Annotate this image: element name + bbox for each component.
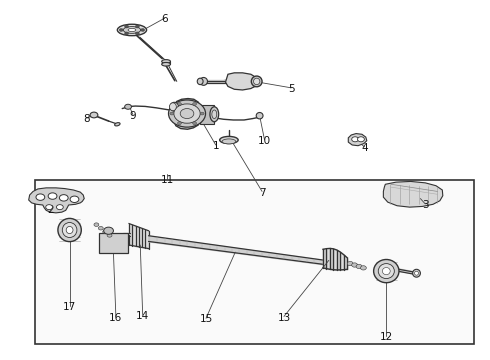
Circle shape [200,112,204,115]
Ellipse shape [220,136,238,144]
Circle shape [103,230,108,234]
Bar [99,233,128,253]
Polygon shape [225,73,259,90]
Ellipse shape [222,139,236,144]
Ellipse shape [66,226,73,234]
Circle shape [180,109,194,118]
Circle shape [107,234,112,237]
Text: 10: 10 [258,136,271,146]
Bar [200,105,214,123]
Ellipse shape [374,260,399,283]
Ellipse shape [200,77,207,85]
Text: 1: 1 [213,141,219,151]
Circle shape [193,103,196,105]
Text: 8: 8 [83,114,90,124]
Ellipse shape [251,76,262,87]
Circle shape [94,223,99,226]
Circle shape [135,32,139,35]
Ellipse shape [382,267,390,275]
Ellipse shape [415,271,418,275]
Ellipse shape [210,107,219,122]
Ellipse shape [256,112,263,119]
Circle shape [124,25,128,28]
Text: 2: 2 [47,205,53,215]
Circle shape [174,104,200,123]
Bar [35,180,474,344]
Ellipse shape [117,24,147,36]
Circle shape [59,195,68,201]
Circle shape [352,137,359,142]
Text: 11: 11 [160,175,173,185]
Text: 17: 17 [63,302,76,312]
Circle shape [36,194,45,201]
Text: 12: 12 [380,332,393,342]
Circle shape [46,204,52,210]
Ellipse shape [253,78,260,85]
Circle shape [56,204,63,210]
Ellipse shape [378,264,394,279]
Circle shape [356,264,362,269]
Circle shape [48,193,57,199]
Ellipse shape [62,222,77,238]
Text: 7: 7 [259,188,266,198]
Polygon shape [29,188,84,213]
Ellipse shape [58,219,81,242]
Circle shape [90,112,98,118]
Polygon shape [348,134,367,146]
Circle shape [124,32,128,35]
Text: 3: 3 [422,200,429,210]
Circle shape [177,103,181,105]
Circle shape [177,122,181,125]
Text: 4: 4 [361,143,368,153]
Ellipse shape [123,27,141,33]
Ellipse shape [162,60,171,63]
Text: 9: 9 [130,111,136,121]
Ellipse shape [212,110,217,118]
Circle shape [104,227,114,234]
Text: 6: 6 [161,14,168,24]
Ellipse shape [115,123,120,126]
Text: 16: 16 [109,312,122,323]
Ellipse shape [413,269,420,277]
Polygon shape [383,181,443,207]
Circle shape [352,263,358,267]
Circle shape [141,28,145,31]
Text: 5: 5 [288,84,294,94]
Text: 15: 15 [199,314,213,324]
Circle shape [361,266,367,270]
Ellipse shape [170,103,176,111]
Circle shape [135,25,139,28]
Ellipse shape [128,28,136,32]
Ellipse shape [170,102,179,111]
Polygon shape [174,99,200,129]
Circle shape [169,100,205,127]
Ellipse shape [162,63,171,66]
Circle shape [358,137,365,142]
Circle shape [98,226,103,230]
Circle shape [70,196,79,203]
Text: 13: 13 [277,312,291,323]
Circle shape [124,104,131,109]
Circle shape [119,28,123,31]
Circle shape [170,112,174,115]
Circle shape [193,122,196,125]
Ellipse shape [197,78,203,85]
Circle shape [347,261,353,266]
Text: 14: 14 [136,311,149,321]
